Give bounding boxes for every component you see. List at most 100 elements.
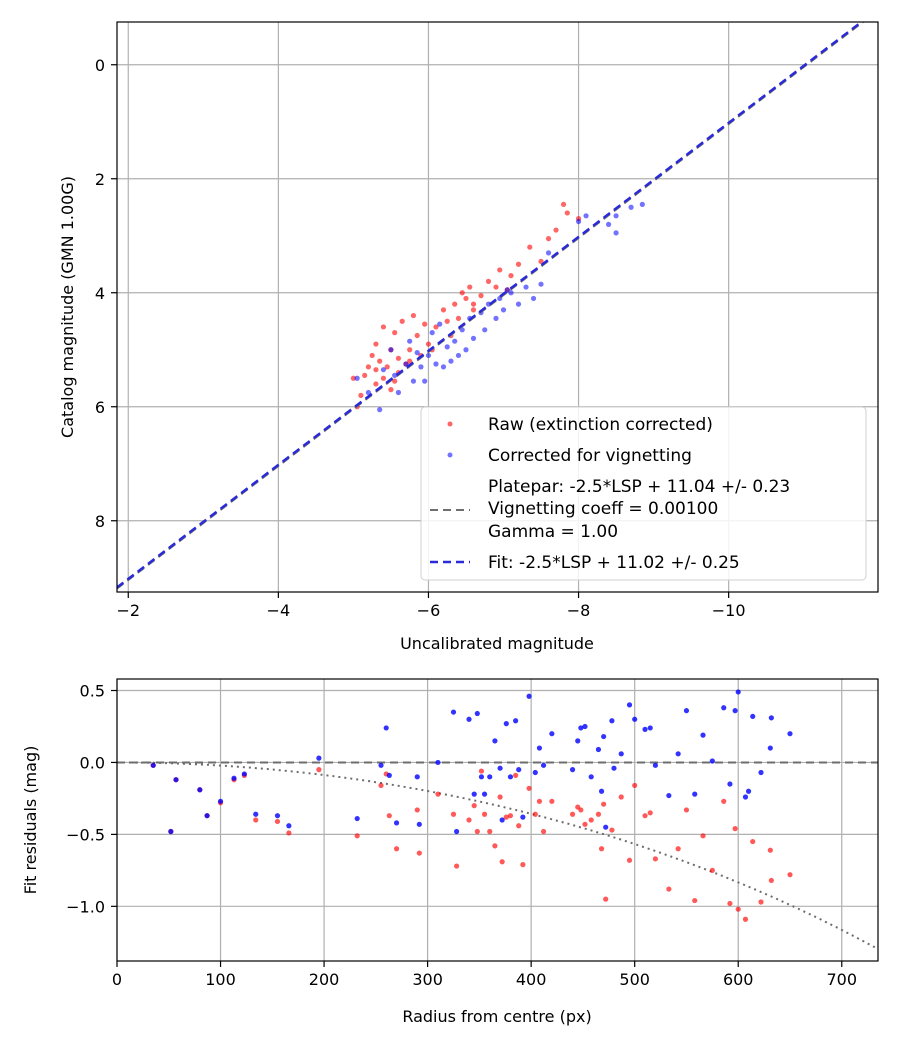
corrected-residual-point [217, 798, 224, 804]
raw-residual-point [598, 846, 605, 852]
raw-residual-point [478, 768, 485, 774]
corrected-point [425, 352, 432, 359]
corrected-point [508, 290, 514, 296]
bottom-x-tick-label: 500 [619, 970, 650, 989]
raw-residual-point [732, 826, 738, 832]
corrected-residual-point [383, 725, 389, 731]
top-plot-area [117, 22, 865, 590]
corrected-residual-point [750, 713, 756, 720]
corrected-point [530, 295, 537, 302]
top-y-axis-label: Catalog magnitude (GMN 1.00G) [58, 176, 77, 438]
raw-residual-point [492, 843, 498, 849]
raw-residual-point [286, 830, 292, 836]
corrected-series-points [354, 201, 645, 413]
raw-point [485, 278, 492, 284]
corrected-residual-point [513, 718, 519, 724]
bottom-y-tick-label: 0.0 [80, 753, 105, 772]
corrected-residual-point [642, 726, 648, 732]
corrected-residual-point [414, 774, 420, 780]
corrected-residual-point [721, 705, 727, 711]
raw-residual-point [474, 828, 480, 835]
raw-point [350, 375, 357, 381]
top-y-tick-label: 0 [95, 56, 105, 75]
corrected-residual-point [787, 731, 793, 737]
corrected-point [605, 221, 612, 227]
corrected-residual-point [532, 769, 538, 776]
legend-platepar-label-2: Vignetting coeff = 0.00100 [488, 499, 718, 519]
corrected-residual-point [487, 774, 493, 780]
corrected-residual-point [652, 762, 658, 768]
raw-residual-point [632, 782, 638, 789]
raw-point [362, 372, 368, 378]
corrected-point [433, 361, 439, 367]
raw-point [380, 324, 387, 330]
corrected-point [444, 344, 450, 350]
raw-point [425, 341, 432, 347]
corrected-residual-point [582, 723, 588, 730]
raw-residual-point [487, 828, 493, 835]
raw-residual-point [595, 811, 602, 817]
corrected-residual-point [466, 716, 472, 722]
legend-corrected-label: Corrected for vignetting [488, 446, 692, 466]
raw-point [508, 273, 514, 279]
raw-point [373, 341, 379, 347]
top-y-tick-label: 2 [95, 170, 105, 189]
corrected-point [583, 213, 589, 219]
raw-residual-point [520, 862, 526, 868]
raw-residual-point [787, 872, 793, 878]
corrected-residual-point [536, 745, 543, 751]
legend-platepar-label-1: Platepar: -2.5*LSP + 11.04 +/- 0.23 [488, 477, 790, 497]
raw-point [452, 301, 458, 307]
corrected-point [354, 375, 360, 381]
corrected-residual-point [497, 765, 503, 771]
legend-raw-label: Raw (extinction corrected) [488, 415, 713, 435]
raw-residual-point [603, 896, 609, 902]
legend: Raw (extinction corrected) Corrected for… [420, 406, 867, 581]
raw-residual-point [466, 817, 472, 823]
bottom-plot-area [117, 689, 878, 950]
corrected-point [500, 307, 507, 313]
corrected-point [515, 301, 522, 307]
corrected-residual-point [666, 792, 672, 799]
top-x-tick-label: −4 [267, 601, 291, 620]
bottom-x-tick-label: 0 [112, 970, 122, 989]
corrected-point [452, 338, 458, 344]
corrected-residual-point [354, 815, 360, 822]
raw-point [373, 367, 379, 373]
top-axis-ticks: −2 −4 −6 −8 −10 0 2 4 6 8 [95, 56, 746, 620]
raw-residual-point [758, 899, 764, 905]
corrected-residual-point [150, 762, 156, 768]
corrected-residual-point [767, 745, 773, 751]
raw-residual-point [378, 782, 384, 789]
raw-point [470, 307, 477, 313]
raw-residual-point [768, 877, 774, 884]
raw-residual-point [454, 863, 460, 869]
corrected-residual-point [454, 828, 460, 835]
raw-residual-point [709, 867, 715, 873]
raw-residual-point [626, 857, 633, 863]
raw-residual-point [435, 791, 441, 797]
corrected-residual-point [516, 767, 522, 773]
bottom-x-axis-label: Radius from centre (px) [402, 1007, 591, 1026]
raw-residual-point [354, 833, 360, 839]
corrected-residual-point [626, 702, 633, 708]
corrected-residual-point [595, 746, 602, 753]
raw-point [369, 352, 375, 359]
raw-residual-point [750, 838, 756, 845]
raw-point [384, 364, 390, 370]
bottom-y-tick-label: −0.5 [66, 825, 105, 844]
raw-residual-point [683, 807, 690, 813]
corrected-point [545, 250, 552, 256]
corrected-point [613, 213, 619, 219]
corrected-residual-points [150, 689, 793, 835]
bottom-y-tick-label: 0.5 [80, 682, 105, 701]
raw-point [493, 284, 499, 290]
raw-residual-point [692, 897, 698, 904]
raw-residual-point [513, 772, 519, 778]
top-x-axis-label: Uncalibrated magnitude [400, 634, 594, 653]
raw-residual-point [642, 813, 648, 819]
corrected-residual-point [435, 759, 441, 766]
corrected-point [523, 284, 529, 290]
raw-residual-point [742, 916, 749, 922]
